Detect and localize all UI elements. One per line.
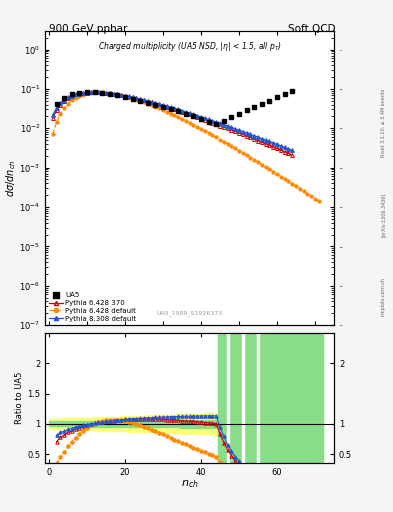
Text: 900 GeV ppbar: 900 GeV ppbar: [49, 24, 127, 34]
Legend: UA5, Pythia 6.428 370, Pythia 6.428 default, Pythia 8.308 default: UA5, Pythia 6.428 370, Pythia 6.428 defa…: [47, 291, 138, 323]
Text: Soft QCD: Soft QCD: [288, 24, 336, 34]
Y-axis label: Ratio to UA5: Ratio to UA5: [15, 372, 24, 424]
Text: [arXiv:1306.3436]: [arXiv:1306.3436]: [381, 193, 386, 237]
Text: Charged multiplicity (UA5 NSD, $|\eta|$ < 1.5, all $p_T$): Charged multiplicity (UA5 NSD, $|\eta|$ …: [97, 39, 282, 53]
Y-axis label: $d\sigma/dn_{ch}$: $d\sigma/dn_{ch}$: [4, 159, 18, 197]
Text: UA5_1989_S1926373: UA5_1989_S1926373: [156, 311, 223, 316]
Text: mcplots.cern.ch: mcplots.cern.ch: [381, 278, 386, 316]
X-axis label: $n_{ch}$: $n_{ch}$: [181, 479, 198, 490]
Text: Rivet 3.1.10, ≥ 3.4M events: Rivet 3.1.10, ≥ 3.4M events: [381, 89, 386, 157]
